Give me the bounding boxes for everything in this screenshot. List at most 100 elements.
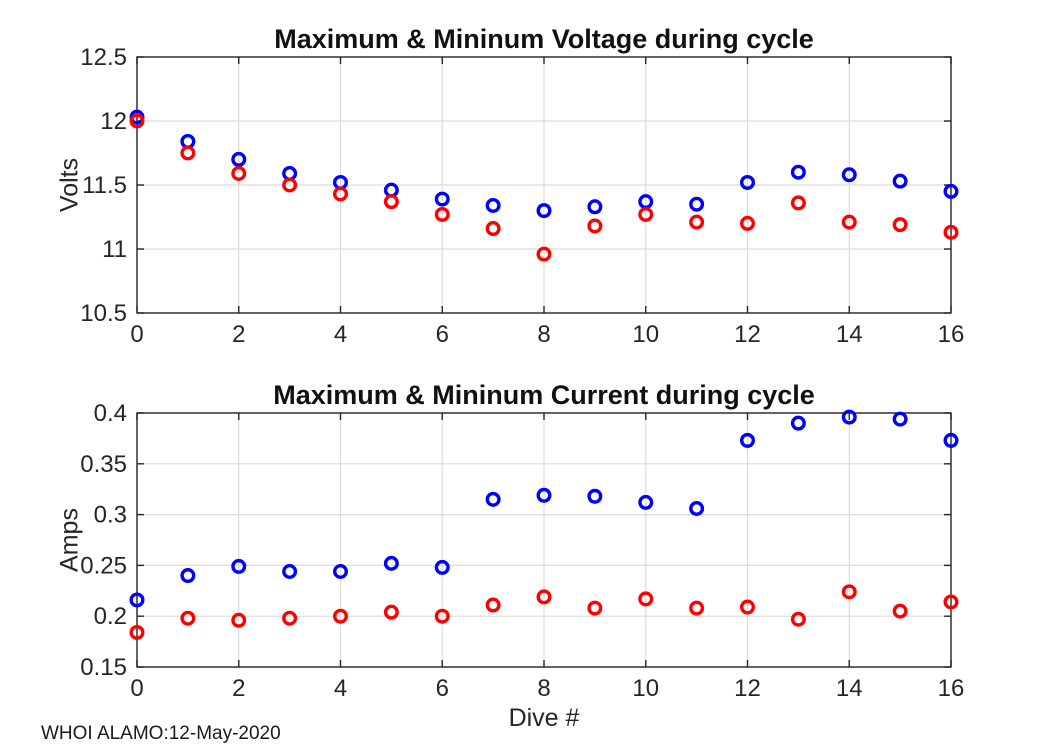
y-tick-label: 0.3 [94, 502, 127, 529]
current-plot: 0 2 4 6 8 10 12 14 16 0.15 0.2 0.25 0.3 0.35 0.4 [80, 400, 964, 702]
data-point-max-voltage [943, 183, 959, 199]
data-point-min-voltage [841, 214, 857, 230]
x-tick-label: 8 [537, 675, 550, 702]
data-point-max-current [434, 559, 450, 575]
data-point-max-current [790, 415, 806, 431]
data-point-max-voltage [790, 164, 806, 180]
dive-axis-label: Dive # [508, 704, 580, 732]
data-point-max-current [129, 592, 145, 608]
data-point-min-voltage [180, 145, 196, 161]
data-point-min-voltage [943, 224, 959, 240]
footer-annotation: WHOI ALAMO:12-May-2020 [41, 723, 281, 744]
volts-axis-label: Volts [55, 157, 84, 213]
data-point-min-voltage [536, 246, 552, 262]
y-tick-label: 11 [102, 236, 127, 263]
voltage-plot: 0 2 4 6 8 10 12 14 16 10.5 11 11.5 12 12.5 [80, 44, 964, 348]
data-point-min-voltage [740, 215, 756, 231]
gridlines [136, 56, 952, 314]
data-point-min-current [434, 608, 450, 624]
data-point-min-current [689, 600, 705, 616]
data-point-max-current [231, 558, 247, 574]
data-point-min-current [180, 610, 196, 626]
data-point-min-current [333, 608, 349, 624]
x-tick-label: 16 [938, 675, 965, 702]
data-point-min-voltage [638, 206, 654, 222]
data-point-max-current [841, 409, 857, 425]
data-point-min-current [740, 599, 756, 615]
data-point-max-voltage [485, 197, 501, 213]
x-tick-label: 2 [232, 675, 245, 702]
x-tick-label: 12 [734, 675, 761, 702]
y-tick-label: 0.15 [80, 654, 127, 681]
data-point-min-current [129, 624, 145, 640]
data-point-max-current [333, 563, 349, 579]
amps-axis-label: Amps [55, 508, 84, 572]
data-point-min-voltage [790, 195, 806, 211]
voltage-plot-title: Maximum & Mininum Voltage during cycle [274, 24, 814, 54]
data-point-max-voltage [536, 203, 552, 219]
x-tick-label: 2 [232, 321, 245, 348]
x-tick-label: 8 [537, 321, 550, 348]
x-tick-label: 6 [436, 321, 449, 348]
x-tick-label: 10 [632, 675, 659, 702]
data-point-min-voltage [231, 165, 247, 181]
data-point-min-voltage [485, 221, 501, 237]
y-tick-label: 0.4 [94, 400, 127, 427]
y-tick-label: 12.5 [80, 44, 127, 71]
data-point-max-current [892, 411, 908, 427]
data-point-min-current [638, 591, 654, 607]
data-point-max-current [180, 568, 196, 584]
x-tick-label: 16 [938, 321, 965, 348]
y-tick-label: 0.25 [80, 552, 127, 579]
data-point-min-voltage [282, 177, 298, 193]
data-point-min-current [485, 597, 501, 613]
data-point-max-current [383, 555, 399, 571]
data-point-min-current [282, 610, 298, 626]
data-point-min-voltage [129, 113, 145, 129]
data-point-max-current [536, 487, 552, 503]
data-point-max-voltage [689, 196, 705, 212]
data-point-max-voltage [892, 173, 908, 189]
data-point-max-voltage [740, 174, 756, 190]
data-point-min-voltage [383, 194, 399, 210]
data-point-max-current [689, 501, 705, 517]
data-point-min-current [841, 584, 857, 600]
y-tick-label: 0.35 [80, 451, 127, 478]
x-tick-label: 0 [130, 321, 143, 348]
x-tick-label: 4 [334, 321, 347, 348]
data-point-max-voltage [587, 199, 603, 215]
data-point-max-voltage [231, 151, 247, 167]
x-tick-label: 4 [334, 675, 347, 702]
data-point-min-current [383, 604, 399, 620]
x-tick-label: 10 [632, 321, 659, 348]
data-point-min-current [943, 594, 959, 610]
data-point-min-voltage [434, 206, 450, 222]
y-tick-label: 12 [100, 108, 127, 135]
x-tick-label: 14 [836, 675, 863, 702]
data-point-max-current [943, 432, 959, 448]
series-min-voltage [129, 113, 959, 262]
x-tick-label: 6 [436, 675, 449, 702]
tick-labels: 0 2 4 6 8 10 12 14 16 0.15 0.2 0.25 0.3 0.35 0.4 [80, 400, 964, 702]
data-point-max-current [485, 491, 501, 507]
y-tick-label: 0.2 [94, 603, 127, 630]
data-point-max-voltage [434, 191, 450, 207]
series-min-current [129, 584, 959, 640]
data-point-max-voltage [841, 167, 857, 183]
data-point-max-current [282, 563, 298, 579]
data-point-min-current [536, 589, 552, 605]
series-max-voltage [129, 109, 959, 219]
data-point-min-voltage [689, 214, 705, 230]
data-point-min-current [892, 603, 908, 619]
x-tick-label: 12 [734, 321, 761, 348]
data-point-min-voltage [892, 217, 908, 233]
y-tick-label: 10.5 [80, 300, 127, 327]
data-point-max-current [638, 494, 654, 510]
data-point-min-voltage [587, 218, 603, 234]
data-point-min-current [231, 612, 247, 628]
data-point-min-voltage [333, 186, 349, 202]
current-plot-title: Maximum & Mininum Current during cycle [273, 380, 815, 410]
data-point-min-current [587, 600, 603, 616]
